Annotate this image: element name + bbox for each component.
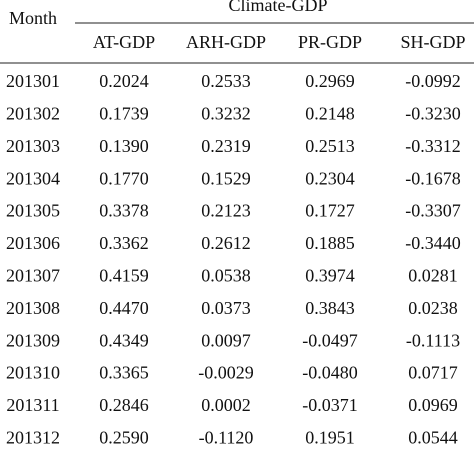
value-cell: 0.1390 bbox=[99, 136, 149, 156]
value-cell: 0.0969 bbox=[408, 395, 458, 415]
value-cell: -0.3307 bbox=[405, 201, 461, 221]
value-cell: -0.0480 bbox=[302, 363, 358, 383]
month-cell: 201309 bbox=[6, 330, 60, 350]
value-cell: 0.2969 bbox=[305, 71, 355, 91]
value-cell: 0.3378 bbox=[99, 201, 149, 221]
month-cell: 201301 bbox=[6, 71, 60, 91]
value-cell: 0.3362 bbox=[99, 233, 149, 253]
value-cell: 0.0238 bbox=[408, 298, 458, 318]
value-cell: 0.1885 bbox=[305, 233, 355, 253]
value-cell: 0.1739 bbox=[99, 104, 149, 124]
value-cell: -0.1678 bbox=[405, 168, 461, 188]
month-cell: 201307 bbox=[6, 266, 60, 286]
group-header: Climate-GDP bbox=[229, 0, 328, 15]
column-header: ARH-GDP bbox=[186, 32, 266, 52]
month-cell: 201303 bbox=[6, 136, 60, 156]
value-cell: 0.0281 bbox=[408, 266, 458, 286]
month-cell: 201306 bbox=[6, 233, 60, 253]
value-cell: 0.2319 bbox=[201, 136, 251, 156]
month-cell: 201308 bbox=[6, 298, 60, 318]
value-cell: -0.3230 bbox=[405, 104, 461, 124]
column-header: SH-GDP bbox=[400, 32, 465, 52]
month-cell: 201312 bbox=[6, 428, 60, 448]
value-cell: 0.3365 bbox=[99, 363, 149, 383]
value-cell: 0.3974 bbox=[305, 266, 355, 286]
value-cell: -0.3312 bbox=[405, 136, 461, 156]
value-cell: 0.0544 bbox=[408, 428, 458, 448]
month-cell: 201311 bbox=[6, 395, 59, 415]
value-cell: 0.1951 bbox=[305, 428, 355, 448]
month-cell: 201302 bbox=[6, 104, 60, 124]
row-header: Month bbox=[9, 8, 57, 28]
value-cell: 0.3843 bbox=[305, 298, 355, 318]
column-header: AT-GDP bbox=[93, 32, 155, 52]
value-cell: 0.2024 bbox=[99, 71, 149, 91]
value-cell: 0.0002 bbox=[201, 395, 251, 415]
value-cell: 0.0717 bbox=[408, 363, 458, 383]
value-cell: 0.2148 bbox=[305, 104, 355, 124]
value-cell: 0.2123 bbox=[201, 201, 251, 221]
value-cell: 0.0538 bbox=[201, 266, 251, 286]
value-cell: 0.2612 bbox=[201, 233, 251, 253]
value-cell: 0.4349 bbox=[99, 330, 149, 350]
value-cell: -0.0371 bbox=[302, 395, 358, 415]
value-cell: 0.1770 bbox=[99, 168, 149, 188]
value-cell: 0.2513 bbox=[305, 136, 355, 156]
value-cell: 0.0097 bbox=[201, 330, 251, 350]
value-cell: -0.3440 bbox=[405, 233, 461, 253]
value-cell: 0.1529 bbox=[201, 168, 251, 188]
month-cell: 201305 bbox=[6, 201, 60, 221]
value-cell: -0.0029 bbox=[198, 363, 254, 383]
value-cell: -0.0992 bbox=[405, 71, 461, 91]
value-cell: 0.4470 bbox=[99, 298, 149, 318]
value-cell: -0.1120 bbox=[199, 428, 254, 448]
value-cell: 0.2304 bbox=[305, 168, 355, 188]
value-cell: 0.1727 bbox=[305, 201, 355, 221]
value-cell: -0.1113 bbox=[406, 330, 460, 350]
value-cell: 0.2590 bbox=[99, 428, 149, 448]
month-cell: 201304 bbox=[6, 168, 60, 188]
value-cell: 0.3232 bbox=[201, 104, 251, 124]
value-cell: 0.2846 bbox=[99, 395, 149, 415]
value-cell: -0.0497 bbox=[302, 330, 358, 350]
value-cell: 0.0373 bbox=[201, 298, 251, 318]
value-cell: 0.4159 bbox=[99, 266, 149, 286]
value-cell: 0.2533 bbox=[201, 71, 251, 91]
column-header: PR-GDP bbox=[298, 32, 362, 52]
month-cell: 201310 bbox=[6, 363, 60, 383]
